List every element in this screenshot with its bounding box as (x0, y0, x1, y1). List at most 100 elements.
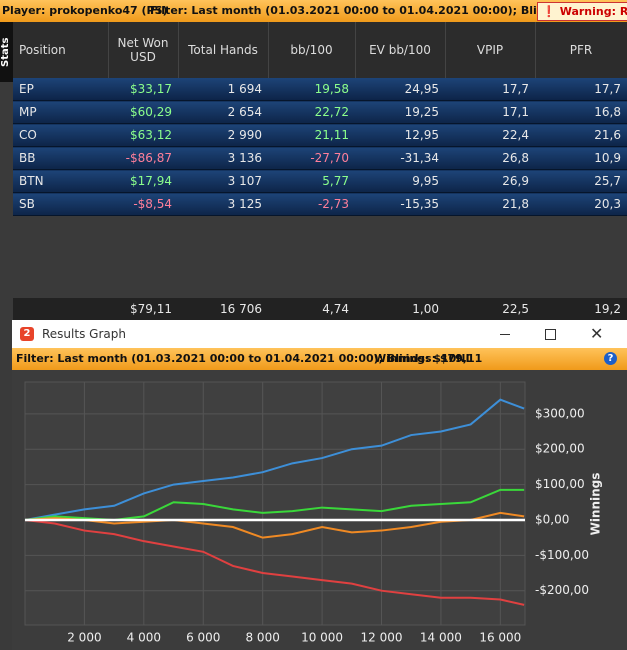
table-cell: 2 654 (178, 100, 268, 124)
column-header[interactable]: VPIP (445, 22, 536, 78)
x-tick-label: 12 000 (361, 631, 403, 645)
table-cell: -2,73 (268, 192, 355, 216)
table-cell: 19,25 (355, 100, 445, 124)
info-icon[interactable]: ? (604, 352, 617, 365)
series-line (24, 511, 525, 539)
table-row: EP $33,17 1 694 19,58 24,95 17,7 17,7 (13, 78, 627, 101)
table-cell: SB (13, 192, 108, 216)
maximize[interactable] (545, 329, 556, 340)
table-cell: 3 107 (178, 169, 268, 193)
filter-bar: Player: prokopenko47 (PS) Filter: Last m… (0, 0, 627, 22)
table-cell: CO (13, 123, 108, 147)
table-row: CO $63,12 2 990 21,11 12,95 22,4 21,6 (13, 123, 627, 147)
x-tick-label: 6 000 (186, 631, 220, 645)
table-cell: 5,77 (268, 169, 355, 193)
table-cell: 3 136 (178, 146, 268, 170)
table-row: MP $60,29 2 654 22,72 19,25 17,1 16,8 (13, 100, 627, 124)
warning[interactable]: ❗Warning: Res (537, 2, 627, 21)
chart: Winnings $300,00 $200,00 $100,00 $0,00 -$100… (24, 381, 603, 645)
minimize[interactable] (500, 334, 510, 335)
series-line (24, 398, 525, 521)
column-header[interactable]: Position (13, 22, 109, 78)
table-cell: -31,34 (355, 146, 445, 170)
y-tick-label: $200,00 (535, 442, 585, 456)
table-cell: BB (13, 146, 108, 170)
table-cell: 22,72 (268, 100, 355, 124)
x-tick-label: 2 000 (67, 631, 101, 645)
table-cell: 17,7 (445, 78, 535, 101)
table-cell: 19,58 (268, 78, 355, 101)
table-cell: 3 125 (178, 192, 268, 216)
total-cell: $79,11 (108, 298, 178, 320)
stats-table: Position Net Won USD Total Hands bb/100 EV b… (13, 22, 627, 216)
graph-filter: Filter: Last month (01.03.2021 00:00 to … (12, 348, 627, 370)
table-cell: -$8,54 (108, 192, 178, 216)
x-tick-label: 14 000 (420, 631, 462, 645)
table-cell: 16,8 (535, 100, 627, 124)
table-cell: 21,11 (268, 123, 355, 147)
y-tick-label: -$200,00 (535, 583, 589, 597)
table-row: SB -$8,54 3 125 -2,73 -15,35 21,8 20,3 (13, 192, 627, 216)
y-tick-label: $300,00 (535, 406, 585, 420)
table-cell: -$86,87 (108, 146, 178, 170)
table-cell: BTN (13, 169, 108, 193)
x-tick-label: 16 000 (479, 631, 521, 645)
y-tick-label: $0,00 (535, 512, 569, 526)
column-header[interactable]: Total Hands (178, 22, 269, 78)
table-cell: $63,12 (108, 123, 178, 147)
column-header[interactable]: PFR (535, 22, 627, 78)
table-row: BTN $17,94 3 107 5,77 9,95 26,9 25,7 (13, 169, 627, 193)
table-cell: 26,8 (445, 146, 535, 170)
table-cell: $17,94 (108, 169, 178, 193)
y-tick-label: $100,00 (535, 477, 585, 491)
table-cell: -15,35 (355, 192, 445, 216)
table-cell: 9,95 (355, 169, 445, 193)
title-bar: 2 Results Graph ✕ (12, 320, 627, 348)
warning-text: Warning: Res (559, 5, 627, 18)
total-cell: 4,74 (268, 298, 355, 320)
table-cell: 2 990 (178, 123, 268, 147)
table-cell: 24,95 (355, 78, 445, 101)
table-cell: 17,7 (535, 78, 627, 101)
table-cell: 1 694 (178, 78, 268, 101)
table-cell: 12,95 (355, 123, 445, 147)
x-tick-label: 4 000 (127, 631, 161, 645)
total-cell: 1,00 (355, 298, 445, 320)
window-title: Results Graph (42, 327, 126, 341)
table-cell: 20,3 (535, 192, 627, 216)
table-cell: MP (13, 100, 108, 124)
y-tick-label: -$100,00 (535, 548, 589, 562)
column-header[interactable]: EV bb/100 (355, 22, 446, 78)
table-cell: 21,6 (535, 123, 627, 147)
table-cell: $33,17 (108, 78, 178, 101)
table-cell: -27,70 (268, 146, 355, 170)
series-line (24, 518, 525, 606)
column-header[interactable]: Net Won USD (108, 22, 179, 78)
totals-row: $79,11 16 706 4,74 1,00 22,5 19,2 (13, 298, 627, 320)
table-cell: 10,9 (535, 146, 627, 170)
winnings: Winnings: $79,11 (374, 352, 483, 365)
y-axis-label: Winnings (589, 473, 603, 536)
total-cell: 16 706 (178, 298, 268, 320)
side-tab[interactable]: Stats (0, 22, 13, 82)
filter: Filter: Last month (01.03.2021 00:00 to … (16, 352, 473, 365)
x-tick-label: 8 000 (245, 631, 279, 645)
table-row: BB -$86,87 3 136 -27,70 -31,34 26,8 10,9 (13, 146, 627, 170)
app-icon: 2 (20, 327, 34, 341)
totals-spacer (13, 298, 108, 320)
table-cell: $60,29 (108, 100, 178, 124)
results-window: 2 Results Graph ✕ Filter: Last month (01… (12, 320, 627, 650)
table-cell: 26,9 (445, 169, 535, 193)
x-tick-label: 10 000 (301, 631, 343, 645)
table-cell: 21,8 (445, 192, 535, 216)
total-cell: 19,2 (535, 298, 627, 320)
player: Player: prokopenko47 (PS) (2, 4, 168, 17)
close[interactable]: ✕ (590, 324, 604, 343)
total-cell: 22,5 (445, 298, 535, 320)
table-cell: 22,4 (445, 123, 535, 147)
filter: Filter: Last month (01.03.2021 00:00 to … (150, 4, 607, 17)
table-cell: EP (13, 78, 108, 101)
column-header[interactable]: bb/100 (268, 22, 356, 78)
table-cell: 17,1 (445, 100, 535, 124)
